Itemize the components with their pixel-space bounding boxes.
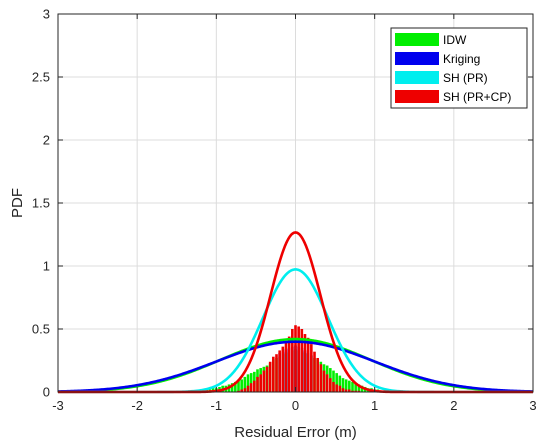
y-tick-label: 3 xyxy=(43,7,50,22)
hist-bar-idw xyxy=(344,379,348,392)
legend-label: SH (PR+CP) xyxy=(443,90,511,104)
hist-bar-sh-pr-cp- xyxy=(278,350,281,392)
legend: IDW Kriging SH (PR) SH (PR+CP) xyxy=(390,27,528,109)
hist-bar-idw xyxy=(237,380,240,392)
hist-bar-idw xyxy=(249,373,253,392)
hist-bar-sh-pr-cp- xyxy=(354,390,357,392)
x-tick-label: -2 xyxy=(131,398,143,413)
hist-bar-sh-pr-cp- xyxy=(262,370,266,392)
hist-bar-sh-pr-cp- xyxy=(246,385,250,392)
hist-bar-idw xyxy=(357,384,361,392)
legend-swatch xyxy=(395,33,439,46)
hist-bar-idw xyxy=(246,374,250,392)
y-tick-label: 0 xyxy=(43,385,50,400)
hist-bar-sh-pr-cp- xyxy=(259,374,262,392)
hist-bar-sh-pr-cp- xyxy=(256,376,259,392)
hist-bar-idw xyxy=(234,381,237,392)
hist-bar-sh-pr-cp- xyxy=(300,329,304,392)
legend-label: Kriging xyxy=(443,52,480,66)
hist-bar-sh-pr-cp- xyxy=(322,370,326,392)
hist-bar-sh-pr-cp- xyxy=(335,384,338,392)
hist-bar-sh-pr-cp- xyxy=(303,334,307,392)
x-axis-label: Residual Error (m) xyxy=(234,424,357,441)
hist-bar-idw xyxy=(243,376,247,392)
hist-bar-sh-pr-cp- xyxy=(284,342,288,392)
y-tick-label: 1 xyxy=(43,259,50,274)
hist-bar-sh-pr-cp- xyxy=(294,325,297,392)
hist-bar-sh-pr-cp- xyxy=(316,357,319,392)
y-tick-label: 1.5 xyxy=(32,196,50,211)
hist-bar-sh-pr-cp- xyxy=(338,385,342,392)
hist-bar-idw xyxy=(348,380,351,392)
hist-bar-sh-pr-cp- xyxy=(281,346,285,392)
tick-labels: -3 -2 -1 0 1 2 3 0 0.5 1 1.5 2 2.5 3 xyxy=(32,7,537,414)
hist-bar-idw xyxy=(351,381,354,392)
hist-bar-sh-pr-cp- xyxy=(265,366,269,392)
legend-swatch xyxy=(395,71,439,84)
hist-bar-sh-pr-cp- xyxy=(344,389,348,392)
hist-bar-idw xyxy=(341,378,345,392)
hist-bar-sh-pr-cp- xyxy=(348,389,351,392)
hist-bar-sh-pr-cp- xyxy=(253,380,256,392)
hist-bar-idw xyxy=(354,383,357,392)
hist-bar-sh-pr-cp- xyxy=(287,336,291,392)
y-axis-label: PDF xyxy=(9,188,26,218)
hist-bar-idw xyxy=(230,383,234,392)
x-tick-label: 3 xyxy=(529,398,536,413)
hist-bar-sh-pr-cp- xyxy=(325,374,329,392)
x-tick-label: -1 xyxy=(211,398,223,413)
hist-bar-sh-pr-cp- xyxy=(319,364,323,392)
hist-bar-sh-pr-cp- xyxy=(332,381,335,392)
hist-bar-idw xyxy=(332,370,335,392)
legend-label: IDW xyxy=(443,33,467,47)
hist-bar-sh-pr-cp- xyxy=(268,361,272,392)
x-tick-label: -3 xyxy=(52,398,64,413)
legend-label: SH (PR) xyxy=(443,71,488,85)
histogram-bars xyxy=(189,325,383,392)
x-tick-label: 2 xyxy=(450,398,457,413)
axes xyxy=(57,13,534,393)
hist-bar-sh-pr-cp- xyxy=(249,383,253,392)
y-tick-label: 2 xyxy=(43,133,50,148)
hist-bar-sh-pr-cp- xyxy=(240,389,243,392)
hist-bar-sh-pr-cp- xyxy=(341,388,345,392)
hist-bar-sh-pr-cp- xyxy=(351,390,354,392)
hist-bar-sh-pr-cp- xyxy=(243,388,247,392)
hist-bar-sh-pr-cp- xyxy=(272,356,275,392)
hist-bar-sh-pr-cp- xyxy=(313,351,316,392)
hist-bar-sh-pr-cp- xyxy=(291,329,294,392)
legend-swatch xyxy=(395,52,439,65)
hist-bar-sh-pr-cp- xyxy=(237,390,240,392)
hist-bar-sh-pr-cp- xyxy=(357,390,361,392)
hist-bar-sh-pr-cp- xyxy=(297,326,300,392)
x-tick-label: 0 xyxy=(292,398,299,413)
hist-bar-idw xyxy=(338,375,342,392)
y-tick-label: 2.5 xyxy=(32,70,50,85)
hist-bar-sh-pr-cp- xyxy=(329,378,332,392)
pdf-curve-kriging xyxy=(57,340,534,393)
hist-bar-sh-pr-cp- xyxy=(310,344,313,392)
hist-bar-sh-pr-cp- xyxy=(275,354,278,392)
x-tick-label: 1 xyxy=(371,398,378,413)
legend-swatch xyxy=(395,90,439,103)
y-tick-label: 0.5 xyxy=(32,322,50,337)
hist-bar-idw xyxy=(335,373,338,392)
hist-bar-idw xyxy=(240,379,243,392)
hist-bar-sh-pr-cp- xyxy=(306,337,310,392)
